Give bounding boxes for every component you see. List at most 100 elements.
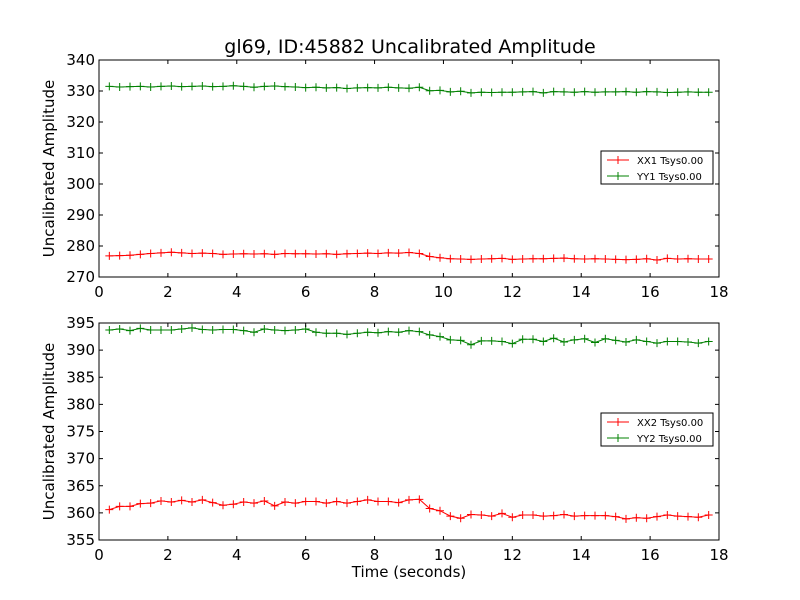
data-point (446, 87, 455, 96)
data-point (653, 512, 661, 521)
data-point (332, 329, 341, 338)
data-point (270, 82, 279, 91)
y-tick-label: 300 (66, 175, 95, 193)
data-point (301, 249, 310, 258)
data-point (384, 497, 393, 506)
data-point (549, 334, 558, 343)
data-point (549, 511, 558, 520)
y-tick-label: 290 (66, 206, 95, 224)
data-point (704, 255, 713, 264)
data-point (394, 498, 403, 507)
data-point (281, 249, 289, 258)
data-point (301, 497, 310, 506)
series-yy2 (105, 323, 713, 349)
data-point (394, 83, 403, 92)
data-point (632, 335, 641, 344)
x-tick-label: 18 (709, 546, 728, 564)
panel-2: 0 2 4 6 8 10 12 14 16 18 355 360 365 370 375 380 385 390 3… (40, 314, 729, 581)
data-point (611, 336, 620, 345)
x-tick-label: 0 (94, 283, 104, 301)
data-point (425, 330, 434, 339)
data-point (415, 83, 424, 92)
data-point (312, 250, 320, 259)
x-tick-label: 14 (572, 283, 591, 301)
data-point (549, 87, 558, 96)
data-point (477, 255, 486, 264)
data-point (239, 326, 248, 335)
data-point (136, 499, 145, 508)
data-point (126, 502, 134, 511)
x-axis-label: Time (seconds) (351, 563, 467, 581)
data-point (704, 511, 713, 520)
data-point (219, 501, 227, 510)
data-point (322, 83, 331, 92)
x-tick-label: 10 (434, 283, 453, 301)
legend-marker (614, 156, 622, 164)
data-point (632, 255, 641, 264)
x-tick-label: 14 (572, 546, 591, 564)
y-tick-label: 270 (66, 268, 95, 286)
y-tick-label: 375 (66, 423, 95, 441)
data-point (384, 248, 393, 257)
data-point (208, 82, 217, 91)
data-point (632, 88, 641, 97)
data-point (436, 86, 444, 95)
y-tick-label: 310 (66, 144, 95, 162)
data-point (601, 334, 610, 343)
data-point (560, 337, 568, 346)
x-tick-label: 8 (370, 283, 380, 301)
data-point (529, 87, 537, 96)
data-point (446, 254, 455, 263)
y-tick-label: 365 (66, 477, 95, 495)
data-point (405, 326, 413, 335)
data-point (198, 249, 207, 258)
x-tick-label: 16 (641, 546, 660, 564)
data-point (363, 249, 372, 258)
data-point (642, 337, 651, 346)
data-point (260, 496, 269, 505)
data-point (250, 499, 258, 508)
legend-box (600, 150, 714, 185)
data-point (673, 88, 682, 97)
series-xx1 (105, 248, 713, 264)
data-point (684, 512, 692, 521)
data-point (126, 326, 134, 335)
x-tick-label: 0 (94, 546, 104, 564)
legend-box (600, 412, 714, 447)
data-point (219, 82, 227, 91)
data-point (498, 88, 506, 97)
data-point (229, 500, 238, 509)
y-tick-label: 395 (66, 314, 95, 332)
data-point (219, 250, 227, 259)
x-tick-label: 2 (163, 283, 173, 301)
data-point (508, 339, 517, 348)
data-point (332, 497, 341, 506)
data-point (239, 82, 248, 91)
data-point (580, 87, 589, 96)
data-point (281, 498, 289, 507)
x-tick-label: 6 (301, 546, 311, 564)
data-point (188, 82, 196, 91)
data-point (136, 250, 145, 259)
data-point (322, 499, 331, 508)
data-point (146, 249, 155, 258)
data-point (487, 512, 496, 521)
data-point (157, 326, 165, 335)
data-point (467, 88, 475, 97)
data-point (415, 249, 424, 258)
x-tick-label: 2 (163, 546, 173, 564)
data-point (343, 249, 351, 258)
data-point (539, 512, 548, 521)
data-point (456, 87, 465, 96)
data-point (229, 81, 238, 90)
x-tick-label: 4 (232, 283, 242, 301)
data-point (570, 512, 579, 521)
data-point (487, 88, 496, 97)
data-point (622, 255, 630, 264)
data-point (591, 511, 599, 520)
data-point (663, 88, 672, 97)
data-point (580, 334, 589, 343)
data-point (642, 514, 651, 523)
data-point (622, 514, 630, 523)
